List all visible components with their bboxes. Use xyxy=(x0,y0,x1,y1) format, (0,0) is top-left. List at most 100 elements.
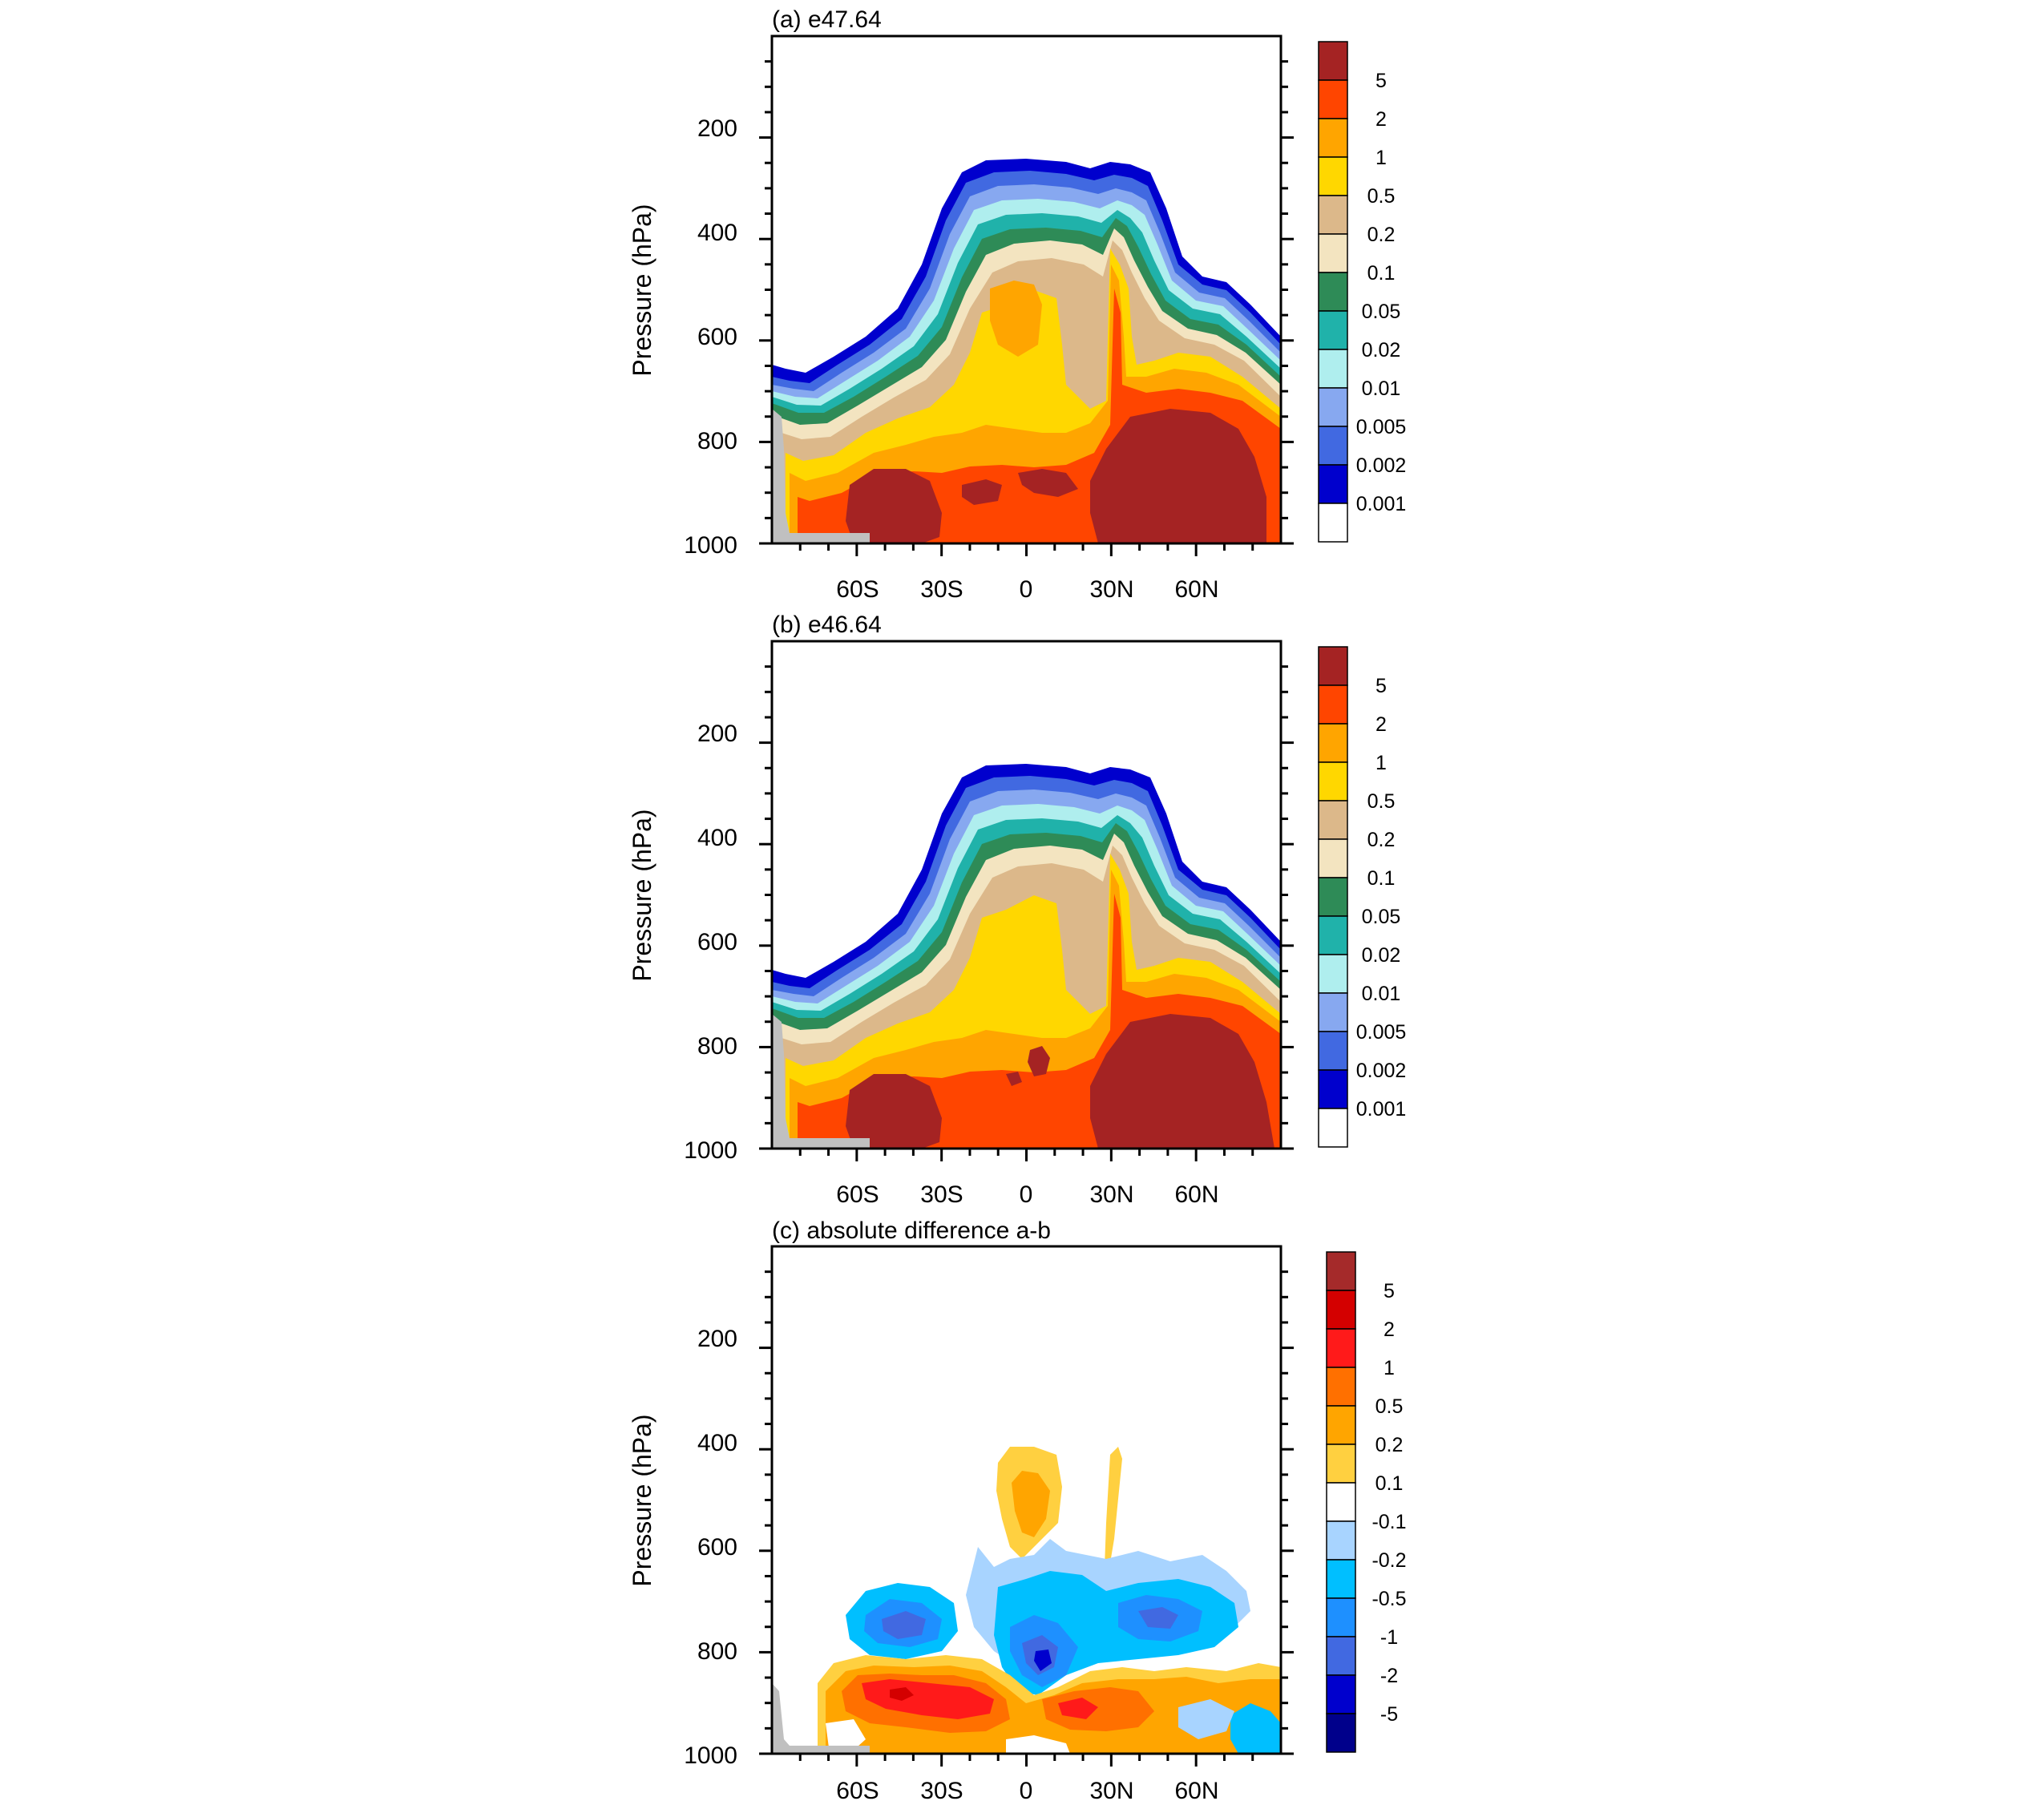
y-tick-label: 800 xyxy=(697,1033,737,1060)
y-tick-label: 600 xyxy=(697,1534,737,1561)
x-tick-label: 0 xyxy=(1020,1181,1033,1208)
diff-negative-stronger xyxy=(1138,1607,1178,1629)
colorbar-label: 0.01 xyxy=(1362,378,1401,400)
panel-a-plot-area xyxy=(772,159,1281,543)
panel-c: (c) absolute difference a-b xyxy=(628,1217,1407,1804)
colorbar-label: 5 xyxy=(1375,675,1387,697)
terrain-mask xyxy=(772,409,870,543)
panel-b-x-axis: 60S 30S 0 30N 60N xyxy=(836,1181,1218,1208)
colorbar-swatch xyxy=(1326,1290,1356,1330)
colorbar-label: 0.001 xyxy=(1356,1098,1407,1121)
y-tick-label: 400 xyxy=(697,220,737,246)
x-tick-label: 30N xyxy=(1089,576,1133,603)
y-tick-label: 600 xyxy=(697,929,737,955)
colorbar-swatch xyxy=(1318,1108,1348,1148)
colorbar-label: 0.1 xyxy=(1367,262,1396,285)
diff-positive-stronger xyxy=(1058,1698,1098,1719)
panel-a-x-axis: 60S 30S 0 30N 60N xyxy=(836,576,1218,603)
colorbar-swatch xyxy=(1326,1713,1356,1753)
diff-positive-large xyxy=(1042,1687,1154,1731)
x-tick-label: 30S xyxy=(920,1181,963,1208)
contour-band-5-mid xyxy=(1028,1046,1050,1076)
diff-negative-strongest xyxy=(1034,1650,1052,1671)
colorbar-swatch xyxy=(1318,1069,1348,1109)
colorbar-swatch xyxy=(1318,310,1348,350)
colorbar-swatch xyxy=(1318,761,1348,802)
panel-a-title: (a) e47.64 xyxy=(772,6,882,33)
y-axis-label: Pressure (hPa) xyxy=(628,204,656,376)
colorbar-label: 0.5 xyxy=(1375,1395,1404,1418)
colorbar-label: 0.2 xyxy=(1375,1434,1404,1456)
terrain-mask xyxy=(772,1014,870,1149)
panel-c-colorbar: 5 2 1 0.5 0.2 0.1 -0.1 -0.2 -0.5 -1 -2 -5 xyxy=(1326,1251,1407,1753)
colorbar-swatch xyxy=(1318,503,1348,543)
diff-negative-stronger xyxy=(882,1611,926,1639)
colorbar-swatch xyxy=(1318,349,1348,389)
diff-near-zero xyxy=(826,1719,866,1754)
panel-b-title: (b) e46.64 xyxy=(772,612,882,638)
contour-band-5-left xyxy=(846,469,942,543)
colorbar-swatch xyxy=(1318,118,1348,158)
y-axis-label: Pressure (hPa) xyxy=(628,809,656,981)
colorbar-swatch xyxy=(1326,1444,1356,1484)
x-tick-label: 60N xyxy=(1174,1778,1218,1804)
contour-band-5-right xyxy=(1090,1014,1274,1149)
x-tick-label: 30S xyxy=(920,1778,963,1804)
y-tick-label: 400 xyxy=(697,825,737,851)
x-tick-label: 60N xyxy=(1174,576,1218,603)
x-tick-label: 60S xyxy=(836,576,879,603)
contour-band-5-mid2 xyxy=(1006,1072,1022,1086)
colorbar-swatch xyxy=(1318,1031,1348,1071)
panel-b-plot-area xyxy=(772,764,1281,1149)
colorbar-swatch xyxy=(1318,800,1348,840)
colorbar-swatch xyxy=(1326,1597,1356,1637)
panel-c-x-axis: 60S 30S 0 30N 60N xyxy=(836,1778,1218,1804)
colorbar-label: 0.05 xyxy=(1362,906,1401,928)
y-tick-label: 200 xyxy=(697,721,737,747)
colorbar-label: 1 xyxy=(1375,752,1387,774)
colorbar-swatch xyxy=(1318,915,1348,955)
panel-a: (a) e47.64 200 400 6 xyxy=(628,6,1406,603)
colorbar-label: 0.001 xyxy=(1356,493,1407,515)
colorbar-label: 0.005 xyxy=(1356,1021,1407,1044)
y-tick-label: 400 xyxy=(697,1430,737,1456)
x-tick-label: 60S xyxy=(836,1181,879,1208)
y-tick-label: 1000 xyxy=(684,532,737,559)
x-tick-label: 60S xyxy=(836,1778,879,1804)
colorbar-label: 5 xyxy=(1384,1280,1395,1302)
colorbar-label: 0.1 xyxy=(1375,1472,1404,1495)
x-tick-label: 30S xyxy=(920,576,963,603)
y-tick-label: 200 xyxy=(697,115,737,142)
colorbar-swatch xyxy=(1326,1367,1356,1407)
colorbar-label: 2 xyxy=(1375,108,1387,131)
colorbar-swatch xyxy=(1326,1405,1356,1445)
contour-band-5-mid2 xyxy=(1018,469,1078,497)
colorbar-swatch xyxy=(1318,954,1348,994)
diff-positive-medium xyxy=(1012,1471,1050,1537)
colorbar-label: -0.1 xyxy=(1371,1511,1406,1533)
x-tick-label: 30N xyxy=(1089,1778,1133,1804)
colorbar-label: 0.01 xyxy=(1362,983,1401,1005)
diff-negative-medium xyxy=(1230,1703,1281,1754)
panel-c-y-axis: 200 400 600 800 1000 Pressure (hPa) xyxy=(628,1326,737,1769)
colorbar-label: -1 xyxy=(1380,1626,1398,1649)
y-axis-label: Pressure (hPa) xyxy=(628,1414,656,1586)
colorbar-label: 1 xyxy=(1375,147,1387,169)
contour-band-1b xyxy=(990,281,1042,357)
colorbar-label: 0.002 xyxy=(1356,1060,1407,1082)
diff-near-zero xyxy=(1006,1735,1070,1754)
x-tick-label: 0 xyxy=(1020,1778,1033,1804)
colorbar-swatch xyxy=(1318,684,1348,725)
colorbar-swatch xyxy=(1318,233,1348,273)
colorbar-label: 0.2 xyxy=(1367,829,1396,851)
colorbar-label: 2 xyxy=(1375,713,1387,736)
contour-band-5-left xyxy=(846,1074,942,1149)
panel-c-title: (c) absolute difference a-b xyxy=(772,1217,1051,1244)
colorbar-swatch xyxy=(1318,646,1348,686)
axis-ticks xyxy=(759,60,1294,1767)
colorbar-label: 0.02 xyxy=(1362,339,1401,361)
colorbar-label: 0.02 xyxy=(1362,944,1401,967)
y-tick-label: 1000 xyxy=(684,1742,737,1769)
colorbar-swatch xyxy=(1318,838,1348,878)
